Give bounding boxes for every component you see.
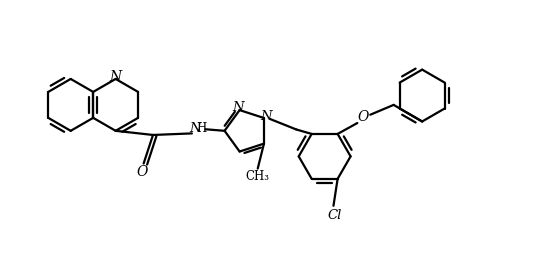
Text: N: N	[260, 110, 272, 123]
Text: O: O	[137, 165, 149, 179]
Text: H: H	[196, 122, 206, 135]
Text: N: N	[232, 101, 244, 114]
Text: Cl: Cl	[327, 209, 342, 222]
Text: CH₃: CH₃	[246, 170, 270, 183]
Text: O: O	[358, 110, 369, 124]
Text: N: N	[189, 122, 201, 135]
Text: N: N	[110, 70, 122, 84]
